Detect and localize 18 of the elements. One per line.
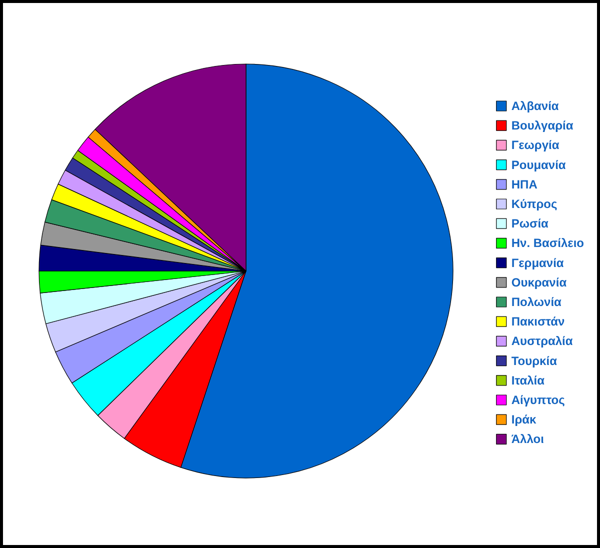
legend-label: Ουκρανία: [511, 275, 568, 290]
legend-label: Αυστραλία: [511, 334, 574, 348]
legend-label: Τουρκία: [511, 354, 558, 368]
legend-label: Ην. Βασίλειο: [511, 236, 584, 250]
legend-label: Γεωργία: [511, 138, 560, 152]
legend-label: Ρωσία: [511, 216, 550, 231]
legend-label: Πολωνία: [511, 295, 562, 309]
legend-label: Κύπρος: [511, 197, 558, 211]
legend-label: Ιταλία: [511, 373, 546, 388]
legend-label: Ιράκ: [511, 412, 537, 427]
legend-label: Πακιστάν: [511, 314, 566, 329]
legend-label: Γερμανία: [511, 256, 564, 270]
legend-label: Βουλγαρία: [511, 118, 574, 133]
legend-label: ΗΠΑ: [511, 177, 538, 192]
legend-label: Αλβανία: [511, 99, 560, 113]
legend-label: Αίγυπτος: [511, 393, 565, 407]
legend-label: Ρουμανία: [511, 158, 566, 172]
legend-label: Άλλοι: [511, 432, 544, 446]
